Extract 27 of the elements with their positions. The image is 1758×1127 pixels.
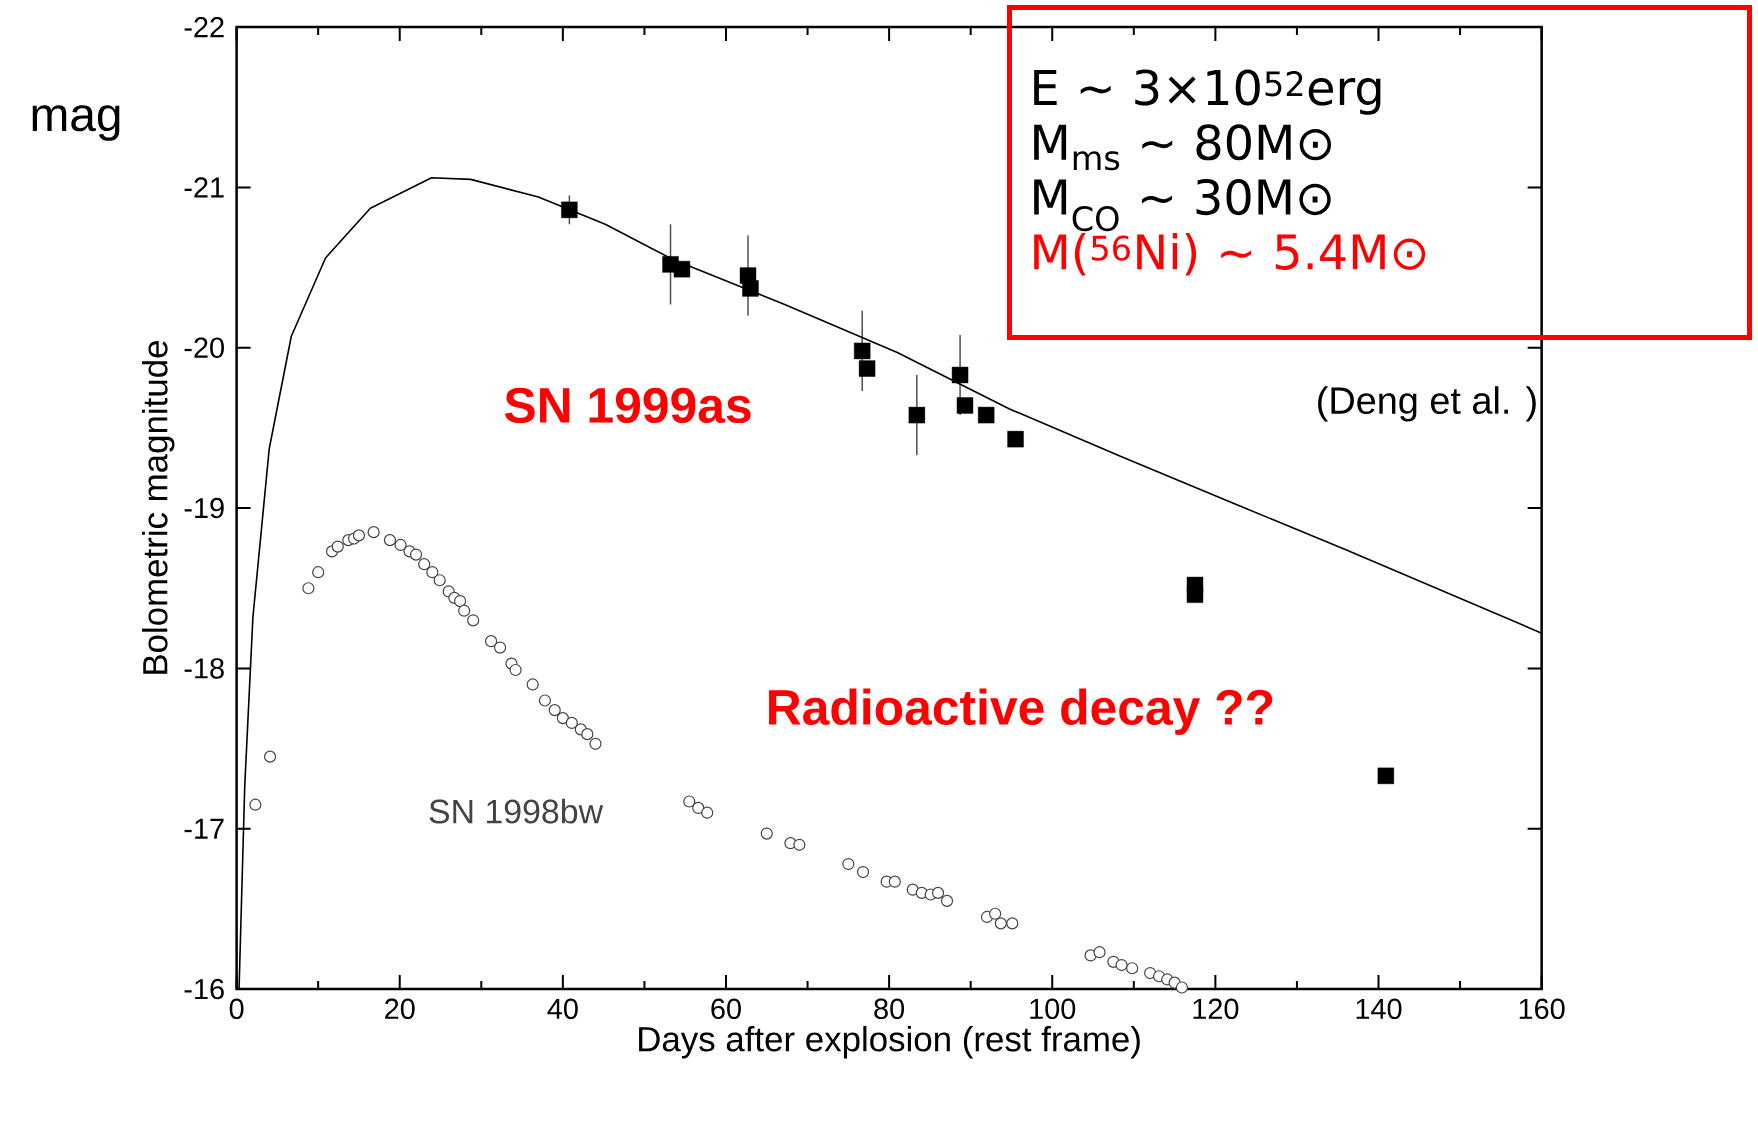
x-tick-label: 140 (1356, 998, 1402, 1020)
y-tick-label: -16 (184, 978, 224, 1000)
x-tick-label: 60 (711, 998, 741, 1020)
series-label: SN 1999as (504, 387, 751, 424)
x-tick-label: 80 (874, 998, 905, 1020)
x-tick-label: 100 (1030, 998, 1076, 1020)
x-tick-label: 160 (1519, 998, 1565, 1020)
annotation: M($^{56}$Ni) ~ 5.4M⊙ (1034, 232, 1426, 276)
x-tick-label: 0 (229, 998, 244, 1020)
y-tick-label: -20 (184, 337, 224, 358)
y-tick-label: -18 (184, 658, 224, 679)
annotation: M$_{CO}$ ~ 30M⊙ (1034, 178, 1331, 232)
text: mag (32, 105, 120, 141)
x-axis-title: Days after explosion (rest frame) (639, 1025, 1140, 1059)
x-tick-label: 120 (1193, 998, 1239, 1020)
annotation: Radioactive decay ?? (769, 688, 1273, 735)
x-tick-label: 20 (385, 998, 415, 1020)
annotation: E ~ 3×10$^{52}$erg (1034, 69, 1381, 115)
annotation: M$_{ms}$ ~ 80M⊙ (1034, 124, 1332, 171)
y-tick-label: -22 (184, 16, 224, 38)
y-tick-label: -19 (184, 497, 224, 519)
annotation: (Deng et al. ) (1318, 386, 1536, 422)
y-axis-title: Bolometric magnitude (141, 341, 175, 674)
y-tick-label: -17 (184, 818, 224, 839)
series-label: SN 1998bw (429, 798, 604, 824)
x-tick-label: 40 (547, 998, 578, 1020)
y-tick-label: -21 (184, 177, 224, 198)
